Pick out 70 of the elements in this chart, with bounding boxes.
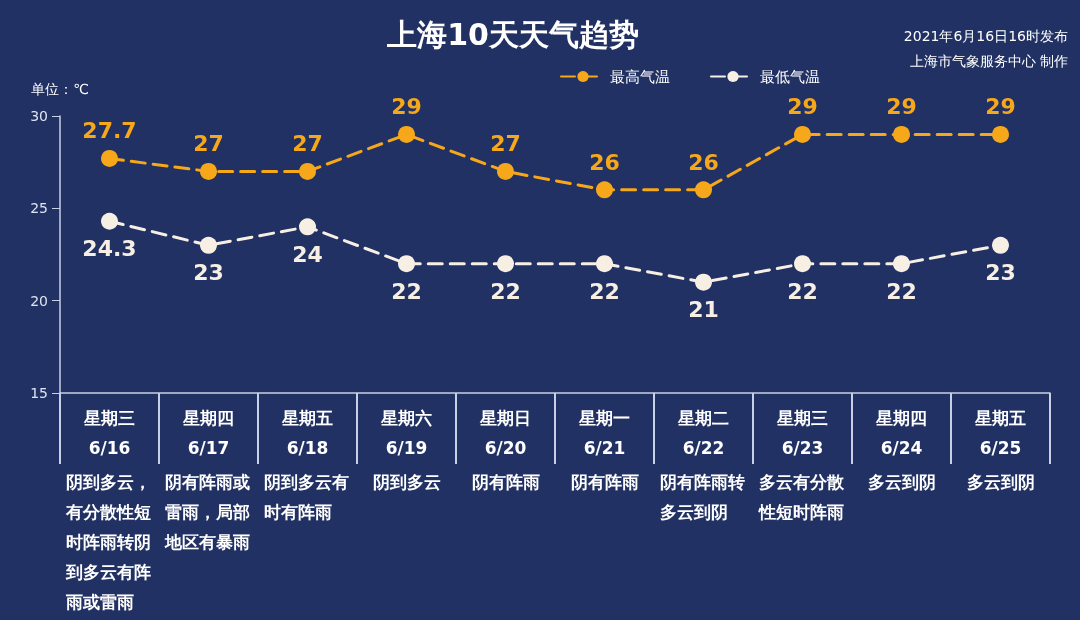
x-tick-label: 星期二 6/22 xyxy=(677,408,729,458)
x-tick-label: 星期四 6/17 xyxy=(182,408,234,458)
legend-label: 最高气温 xyxy=(610,67,670,86)
point xyxy=(200,236,217,254)
x-tick-label: 星期六 6/19 xyxy=(380,408,432,458)
data-label: 22 xyxy=(886,278,917,304)
text: 2021年6月16日16时发布 xyxy=(903,27,1068,46)
data-label: 27 xyxy=(193,131,224,157)
point xyxy=(893,255,910,273)
point xyxy=(101,212,118,230)
point xyxy=(398,125,415,143)
point xyxy=(497,162,514,180)
data-label: 29 xyxy=(391,94,422,120)
point xyxy=(497,255,514,273)
point xyxy=(992,125,1009,143)
text: 阴到多云有时有阵雨 xyxy=(264,471,350,524)
text: 阴有阵雨 xyxy=(471,471,540,494)
data-label: 26 xyxy=(688,149,719,175)
data-label: 22 xyxy=(589,278,620,304)
x-tick-label: 星期四 6/24 xyxy=(875,408,927,458)
x-tick-label: 星期三 6/16 xyxy=(83,408,135,458)
point xyxy=(299,218,316,236)
data-label: 26 xyxy=(589,149,620,175)
point xyxy=(893,125,910,143)
y-tick-label: 25 xyxy=(30,200,48,217)
y-tick-label: 20 xyxy=(30,292,48,309)
point xyxy=(596,181,613,199)
point xyxy=(695,181,712,199)
x-tick-label: 星期五 6/25 xyxy=(974,408,1026,458)
point xyxy=(101,149,118,167)
text: 阴有阵雨转多云到阴 xyxy=(660,471,746,524)
data-label: 27 xyxy=(292,131,323,157)
data-label: 22 xyxy=(490,278,521,304)
data-label: 24 xyxy=(292,241,323,267)
point xyxy=(299,162,316,180)
point xyxy=(794,125,811,143)
text: 上海市气象服务中心 制作 xyxy=(909,52,1068,71)
point xyxy=(992,236,1009,254)
data-label: 29 xyxy=(985,94,1016,120)
point xyxy=(200,162,217,180)
text: 多云到阴 xyxy=(966,471,1035,494)
text: 多云到阴 xyxy=(867,471,936,494)
text: 阴有阵雨或雷雨，局部地区有暴雨 xyxy=(165,471,251,554)
x-tick-label: 星期一 6/21 xyxy=(578,408,630,458)
y-tick-label: 30 xyxy=(30,108,48,124)
x-tick-label: 星期五 6/18 xyxy=(281,408,333,458)
data-label: 22 xyxy=(391,278,422,304)
x-tick-label: 星期三 6/23 xyxy=(776,408,828,458)
data-label: 29 xyxy=(787,94,818,120)
y-axis-title: 单位：℃ xyxy=(31,81,89,97)
y-tick-label: 15 xyxy=(30,385,48,401)
data-label: 27.7 xyxy=(82,118,137,144)
data-label: 24.3 xyxy=(82,236,137,262)
data-label: 21 xyxy=(688,297,719,323)
point xyxy=(794,255,811,273)
point xyxy=(695,273,712,291)
data-label: 23 xyxy=(193,260,224,286)
point xyxy=(596,255,613,273)
data-label: 23 xyxy=(985,260,1016,286)
data-label: 22 xyxy=(787,278,818,304)
chart-title: 上海10天天气趋势 xyxy=(386,16,639,52)
x-tick-label: 星期日 6/20 xyxy=(479,408,531,458)
legend-label: 最低气温 xyxy=(760,67,820,86)
text: 阴到多云 xyxy=(372,471,441,494)
data-label: 29 xyxy=(886,94,917,120)
text: 阴到多云，有分散性短时阵雨转阴到多云有阵雨或雷雨 xyxy=(66,471,152,614)
point xyxy=(398,255,415,273)
data-label: 27 xyxy=(490,131,521,157)
text: 阴有阵雨 xyxy=(570,471,639,494)
text: 多云有分散性短时阵雨 xyxy=(759,471,845,524)
